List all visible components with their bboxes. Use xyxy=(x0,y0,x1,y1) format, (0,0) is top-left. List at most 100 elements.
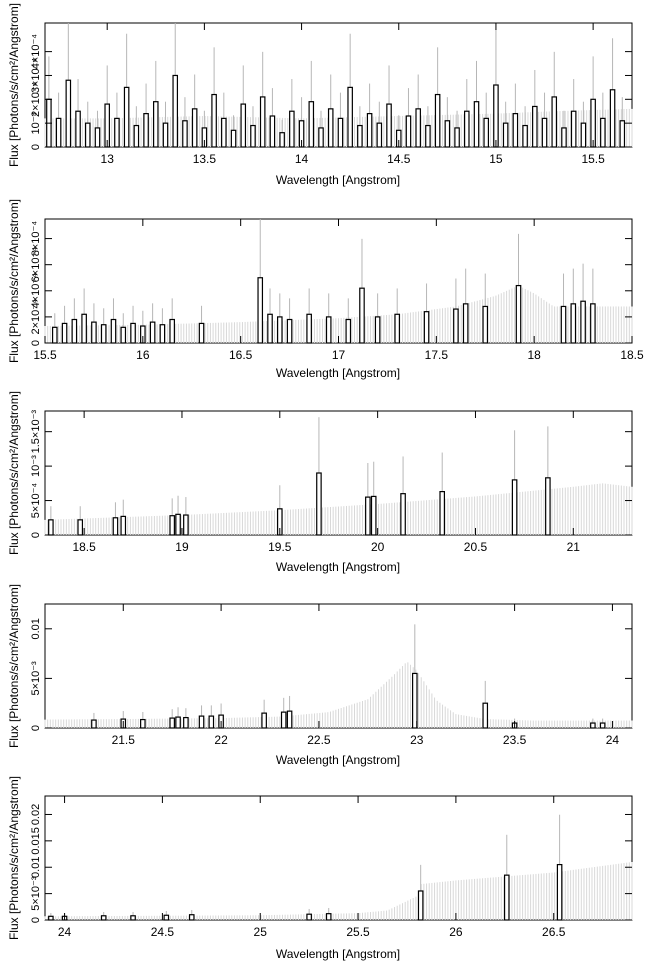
data-bars xyxy=(48,417,551,536)
data-bar xyxy=(590,722,596,729)
x-tick-label: 21.5 xyxy=(112,733,136,747)
data-bar xyxy=(120,326,127,344)
data-bar xyxy=(325,913,332,921)
y-tick-labels: 0 5×10⁻³0.01 0.015 0.02 xyxy=(30,804,632,923)
data-bar xyxy=(221,117,227,148)
y-tick-label: 10⁻⁴ xyxy=(30,112,42,135)
data-bar xyxy=(515,284,522,344)
data-bar xyxy=(394,313,401,344)
x-tick-labels: 18.5 19 19.5 20 20.5 21 xyxy=(72,411,580,554)
data-bar xyxy=(425,124,431,148)
x-tick-label: 24 xyxy=(58,925,72,939)
data-bar xyxy=(511,479,518,536)
data-bar xyxy=(240,103,247,148)
data-bar xyxy=(560,305,567,344)
data-bar xyxy=(133,124,140,148)
data-bar xyxy=(257,277,264,344)
data-bar xyxy=(512,113,519,148)
data-bar xyxy=(337,117,344,148)
x-tick-labels: 24 24.5 25 25.5 26 26.5 xyxy=(58,796,566,939)
data-bar xyxy=(316,472,322,536)
data-bar xyxy=(183,514,189,536)
y-axis-title: Flux [Photons/s/cm²/Angstrom] xyxy=(7,199,21,363)
x-tick-label: 20 xyxy=(371,540,385,554)
data-bar xyxy=(120,515,127,536)
data-bar xyxy=(130,322,136,344)
data-bar xyxy=(365,496,371,536)
x-tick-label: 13 xyxy=(101,152,115,166)
spectrum-panel: 18.5 19 19.5 20 20.5 21 0 5×10⁻⁴ 10⁻³1.5×10⁻³ W… xyxy=(7,391,633,574)
data-bar xyxy=(482,702,489,729)
data-bar xyxy=(130,915,136,921)
data-bar xyxy=(580,122,587,148)
data-bar xyxy=(71,318,78,344)
data-bar xyxy=(570,110,577,148)
data-bar xyxy=(143,113,149,148)
x-tick-label: 15.5 xyxy=(581,152,605,166)
x-tick-label: 22 xyxy=(214,733,228,747)
data-bar xyxy=(149,321,156,344)
data-bar xyxy=(522,124,528,148)
data-bar xyxy=(359,287,365,344)
data-bar xyxy=(405,115,412,148)
y-tick-label: 4×10⁻⁴ xyxy=(30,34,42,70)
data-bar xyxy=(423,311,430,344)
data-bar xyxy=(100,915,107,921)
data-bar xyxy=(279,132,285,148)
data-bar xyxy=(183,716,189,729)
data-bar xyxy=(412,672,418,729)
x-tick-labels: 13 13.5 14 14.5 15 15.5 xyxy=(101,23,605,166)
data-bar xyxy=(454,127,460,148)
data-bar xyxy=(169,318,175,344)
data-bar xyxy=(51,326,58,344)
data-bar xyxy=(172,74,179,148)
data-bar xyxy=(590,303,596,344)
data-bar xyxy=(439,491,446,536)
data-bar xyxy=(502,122,509,148)
data-bar xyxy=(580,300,586,344)
data-bar xyxy=(191,108,198,148)
x-tick-labels: 21.5 22 22.5 23 23.5 24 xyxy=(112,604,619,747)
data-bar xyxy=(357,124,363,148)
data-bar xyxy=(599,722,606,729)
data-bar xyxy=(417,890,424,921)
x-tick-label: 22.5 xyxy=(307,733,331,747)
data-bars xyxy=(51,219,596,344)
y-tick-label: 0 xyxy=(30,917,42,923)
x-tick-label: 18.5 xyxy=(620,348,644,362)
y-tick-label: 2×10⁻⁴ xyxy=(30,81,42,117)
y-axis-title: Flux [Photons/s/cm²/Angstrom] xyxy=(7,391,21,555)
y-tick-label: 0 xyxy=(30,144,42,150)
data-bar xyxy=(289,110,295,148)
data-bar xyxy=(269,115,276,148)
x-axis-title: Wavelength [Angstrom] xyxy=(276,753,400,767)
x-tick-label: 18 xyxy=(527,348,541,362)
x-tick-label: 20.5 xyxy=(464,540,488,554)
x-tick-label: 26 xyxy=(449,925,463,939)
data-bar xyxy=(198,715,205,729)
data-bar xyxy=(482,305,489,344)
data-bar xyxy=(114,117,120,148)
data-bar xyxy=(619,120,626,148)
y-tick-label: 4×10⁻⁴ xyxy=(30,273,42,309)
data-bar xyxy=(541,117,548,148)
data-bar xyxy=(462,303,469,344)
data-bar xyxy=(81,313,87,344)
spectrum-panel: 21.5 22 22.5 23 23.5 24 0 5×10⁻³ 0.01 Wavelengt… xyxy=(7,584,633,767)
x-axis-title: Wavelength [Angstrom] xyxy=(276,173,400,187)
data-bar xyxy=(561,127,567,148)
y-tick-labels: 0 10⁻⁴2×10⁻⁴3×10⁻⁴4×10⁻⁴ xyxy=(30,34,632,150)
data-bar xyxy=(159,324,166,344)
data-bar xyxy=(345,318,352,344)
y-tick-label: 0 xyxy=(30,725,42,731)
data-bar xyxy=(230,129,237,148)
data-bar xyxy=(570,303,577,344)
x-tick-labels: 15.5 16 16.5 17 17.5 18 18.5 xyxy=(33,219,644,362)
y-tick-label: 0 xyxy=(30,340,42,346)
data-bar xyxy=(188,914,195,921)
data-bar xyxy=(48,519,54,536)
data-bar xyxy=(609,89,616,148)
data-bar xyxy=(91,719,97,729)
data-bar xyxy=(77,519,84,536)
x-tick-label: 23.5 xyxy=(503,733,527,747)
